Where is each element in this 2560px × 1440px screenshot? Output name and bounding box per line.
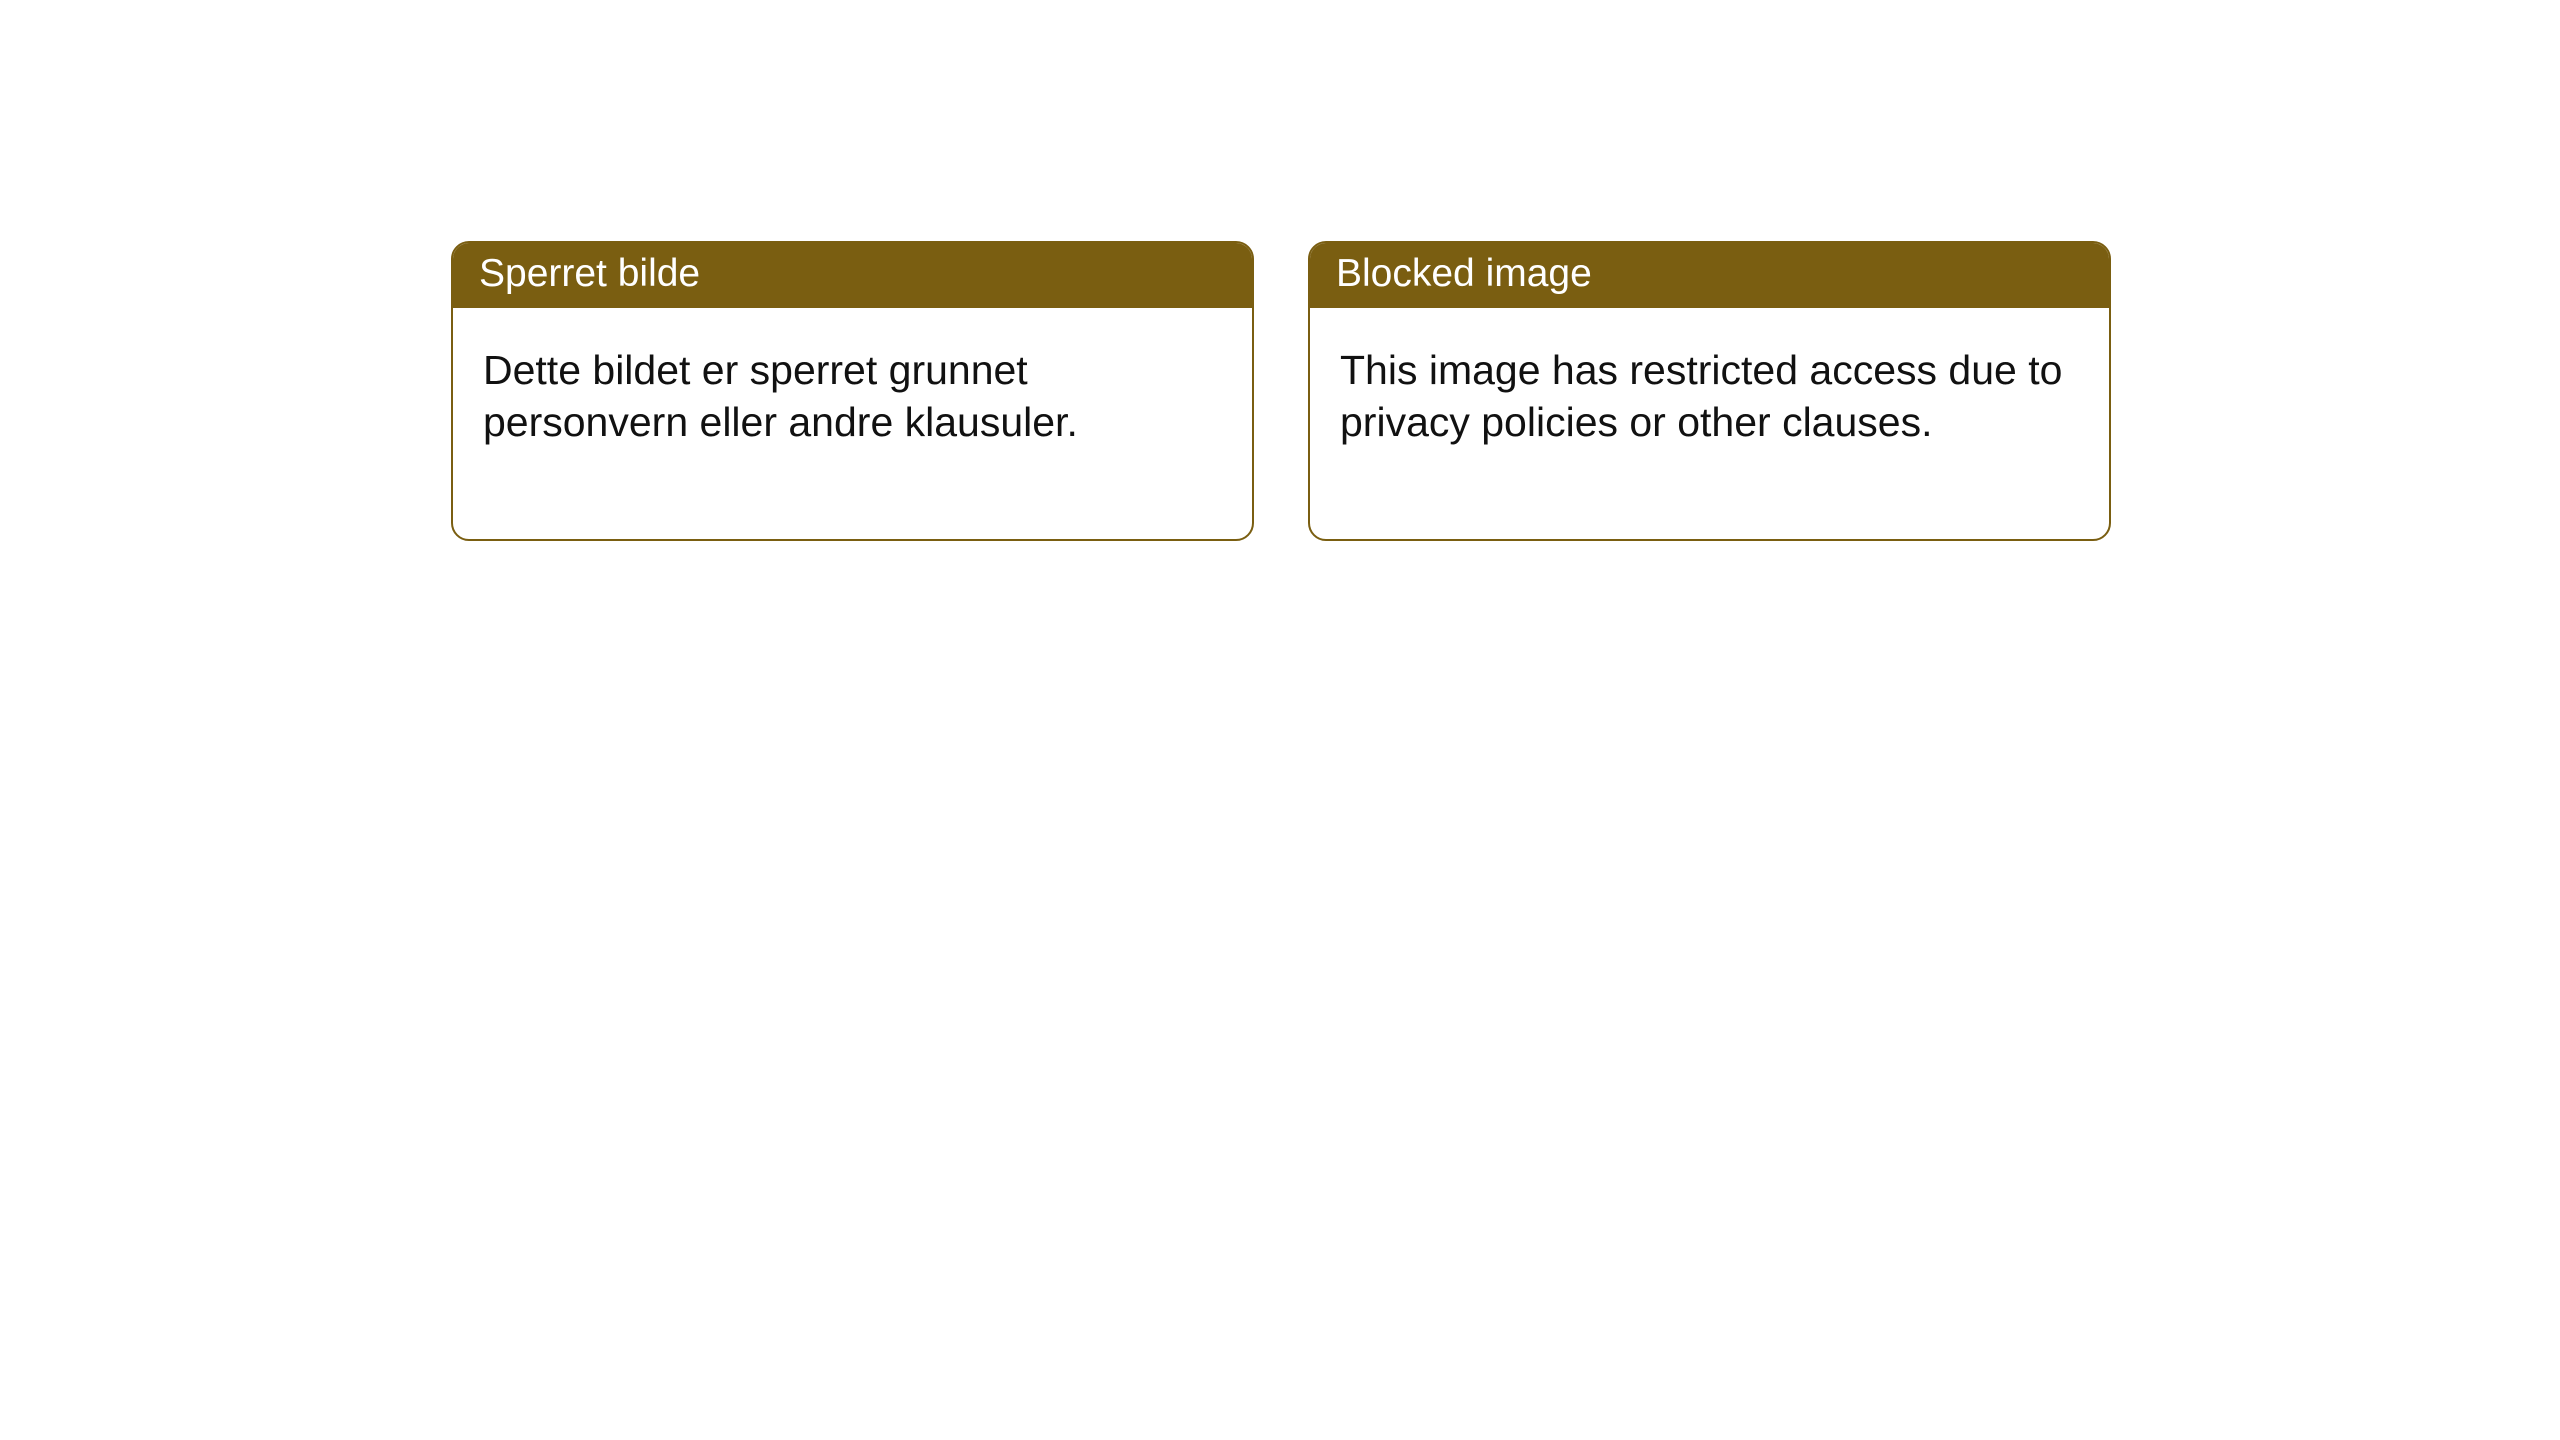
notice-body: This image has restricted access due to … [1310, 308, 2109, 539]
notice-body: Dette bildet er sperret grunnet personve… [453, 308, 1252, 539]
notice-card-english: Blocked image This image has restricted … [1308, 241, 2111, 541]
notice-title: Sperret bilde [453, 243, 1252, 308]
notice-title: Blocked image [1310, 243, 2109, 308]
notice-container: Sperret bilde Dette bildet er sperret gr… [451, 241, 2111, 541]
notice-card-norwegian: Sperret bilde Dette bildet er sperret gr… [451, 241, 1254, 541]
